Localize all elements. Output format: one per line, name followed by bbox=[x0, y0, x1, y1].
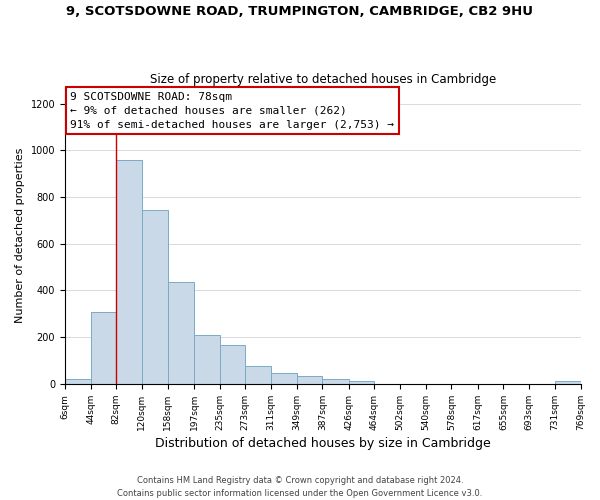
Bar bbox=[322, 380, 349, 384]
Bar bbox=[349, 381, 374, 384]
Title: Size of property relative to detached houses in Cambridge: Size of property relative to detached ho… bbox=[149, 73, 496, 86]
Bar bbox=[194, 335, 220, 384]
X-axis label: Distribution of detached houses by size in Cambridge: Distribution of detached houses by size … bbox=[155, 437, 491, 450]
Bar bbox=[296, 376, 322, 384]
Bar bbox=[116, 160, 142, 384]
Bar bbox=[555, 381, 581, 384]
Bar bbox=[65, 380, 91, 384]
Bar bbox=[245, 366, 271, 384]
Y-axis label: Number of detached properties: Number of detached properties bbox=[15, 148, 25, 324]
Bar bbox=[220, 346, 245, 384]
Text: 9, SCOTSDOWNE ROAD, TRUMPINGTON, CAMBRIDGE, CB2 9HU: 9, SCOTSDOWNE ROAD, TRUMPINGTON, CAMBRID… bbox=[67, 5, 533, 18]
Bar bbox=[142, 210, 167, 384]
Bar bbox=[271, 372, 296, 384]
Bar bbox=[167, 282, 194, 384]
Text: 9 SCOTSDOWNE ROAD: 78sqm
← 9% of detached houses are smaller (262)
91% of semi-d: 9 SCOTSDOWNE ROAD: 78sqm ← 9% of detache… bbox=[70, 92, 394, 130]
Text: Contains HM Land Registry data © Crown copyright and database right 2024.
Contai: Contains HM Land Registry data © Crown c… bbox=[118, 476, 482, 498]
Bar bbox=[91, 312, 116, 384]
